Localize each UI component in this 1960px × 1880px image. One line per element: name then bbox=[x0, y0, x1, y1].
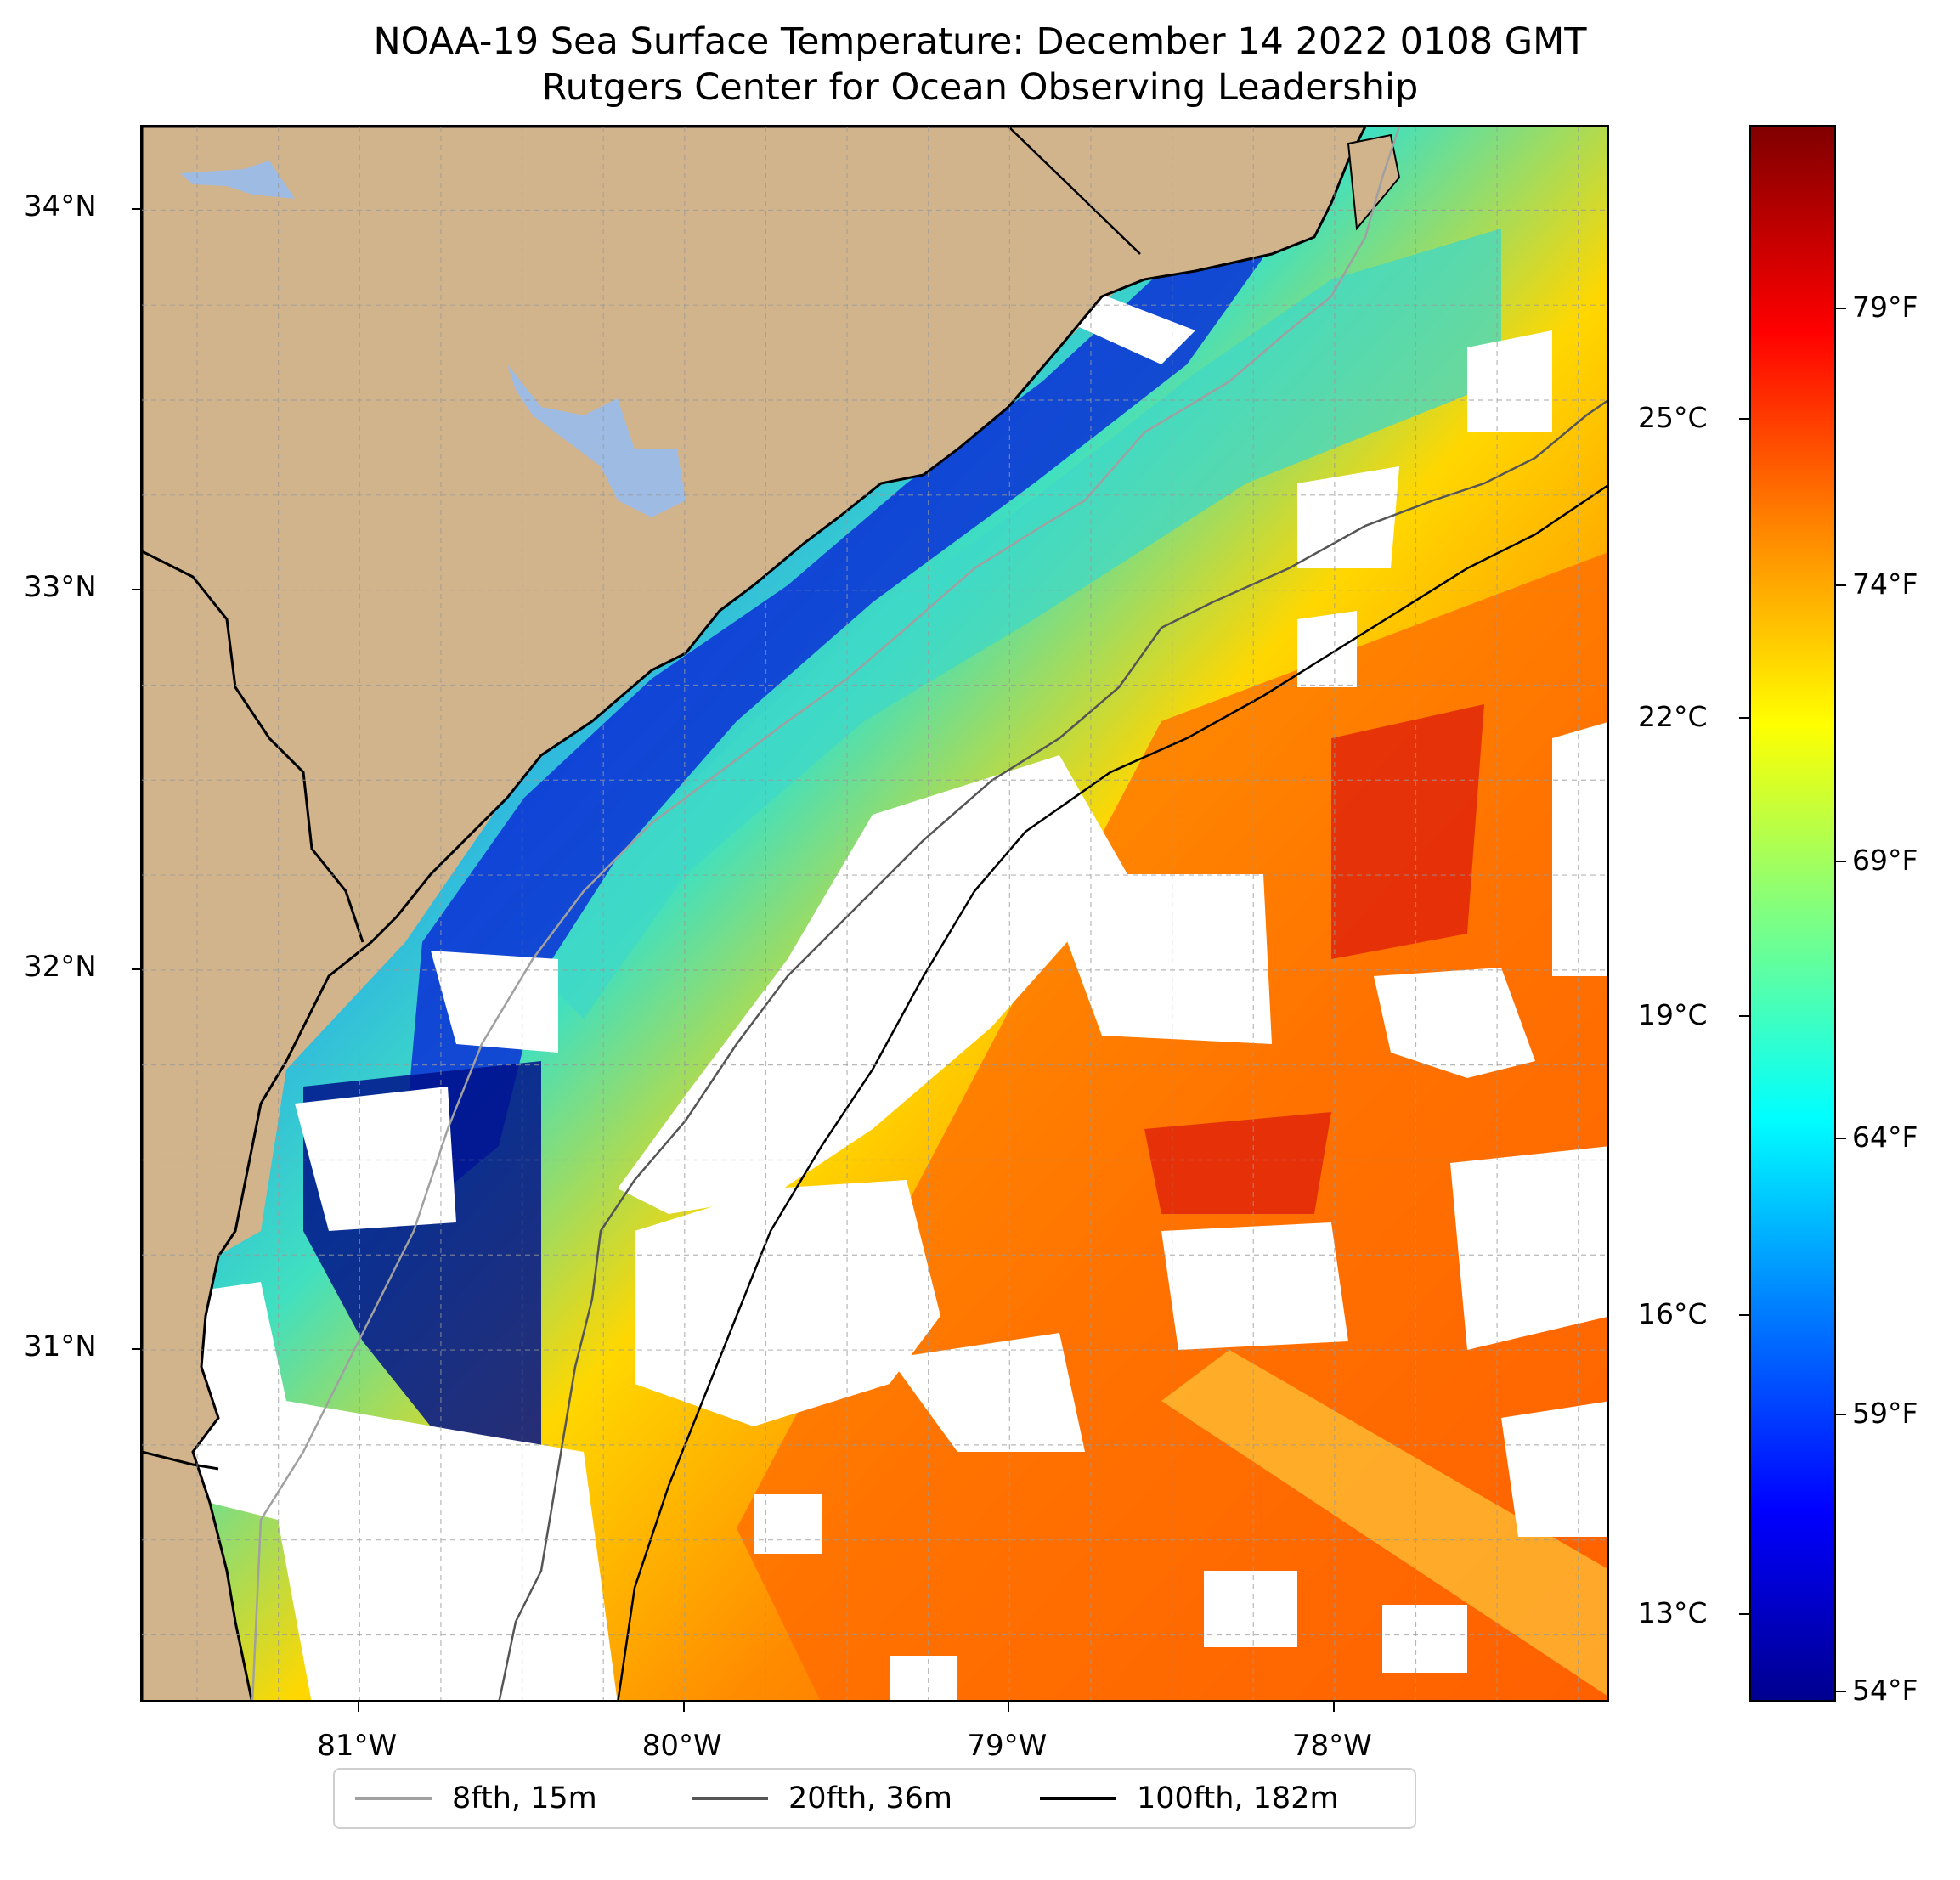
gridlines bbox=[142, 127, 1607, 1700]
longitude-label: 79°W bbox=[967, 1729, 1048, 1763]
legend-label: 8fth, 15m bbox=[452, 1781, 597, 1815]
colorbar-fahrenheit-tick bbox=[1836, 1137, 1846, 1139]
legend-item-8fth: 8fth, 15m bbox=[355, 1770, 597, 1827]
figure-title: NOAA-19 Sea Surface Temperature: Decembe… bbox=[0, 19, 1960, 110]
legend-label: 20fth, 36m bbox=[788, 1781, 953, 1815]
latitude-label: 31°N bbox=[24, 1330, 97, 1364]
cloud-mask bbox=[142, 288, 1607, 1700]
barrier-islands bbox=[1347, 133, 1401, 231]
latitude-label: 34°N bbox=[24, 189, 97, 224]
land-mass bbox=[142, 127, 1367, 1700]
colorbar-celsius-label: 13°C bbox=[1638, 1595, 1708, 1629]
isobath-100fth bbox=[617, 484, 1607, 1700]
colorbar-fahrenheit-label: 69°F bbox=[1852, 844, 1918, 878]
colorbar bbox=[1749, 125, 1836, 1702]
latitude-tick bbox=[132, 588, 140, 590]
coastal-cyan-band bbox=[541, 229, 1501, 1019]
colorbar-fahrenheit-tick bbox=[1836, 307, 1846, 309]
isobath-20fth bbox=[498, 399, 1607, 1700]
colorbar-celsius-label: 22°C bbox=[1638, 699, 1708, 733]
latitude-tick bbox=[132, 208, 140, 211]
colorbar-fahrenheit-label: 64°F bbox=[1852, 1120, 1918, 1154]
state-border-ga-fl bbox=[142, 1450, 219, 1471]
colorbar-celsius-tick bbox=[1739, 418, 1749, 421]
colorbar-celsius-label: 25°C bbox=[1638, 401, 1708, 435]
title-line-1: NOAA-19 Sea Surface Temperature: Decembe… bbox=[373, 20, 1587, 63]
latitude-tick bbox=[132, 1348, 140, 1351]
longitude-tick bbox=[682, 1702, 685, 1712]
colorbar-celsius-tick bbox=[1739, 1015, 1749, 1018]
lakes bbox=[180, 161, 686, 517]
colorbar-celsius-tick bbox=[1739, 1314, 1749, 1317]
legend-item-100fth: 100fth, 182m bbox=[1040, 1770, 1339, 1827]
hot-core-2 bbox=[1144, 1112, 1331, 1214]
longitude-tick bbox=[358, 1702, 360, 1712]
colorbar-fahrenheit-tick bbox=[1836, 861, 1846, 863]
colorbar-celsius-label: 16°C bbox=[1638, 1297, 1708, 1331]
isobath-legend: 8fth, 15m 20fth, 36m 100fth, 182m bbox=[333, 1768, 1416, 1829]
colorbar-celsius-tick bbox=[1739, 1612, 1749, 1615]
legend-swatch bbox=[1040, 1797, 1116, 1800]
state-border-sc-ga bbox=[142, 550, 364, 943]
legend-swatch bbox=[355, 1797, 432, 1800]
colorbar-fahrenheit-label: 54°F bbox=[1852, 1673, 1918, 1707]
latitude-label: 33°N bbox=[24, 569, 97, 604]
yellow-streak bbox=[1161, 1350, 1607, 1697]
colorbar-fahrenheit-label: 59°F bbox=[1852, 1397, 1918, 1431]
legend-item-20fth: 20fth, 36m bbox=[692, 1770, 952, 1827]
colorbar-fahrenheit-label: 74°F bbox=[1852, 567, 1918, 601]
colorbar-celsius-label: 19°C bbox=[1638, 998, 1708, 1032]
title-line-2: Rutgers Center for Ocean Observing Leade… bbox=[541, 66, 1419, 109]
longitude-label: 81°W bbox=[317, 1729, 398, 1763]
legend-label: 100fth, 182m bbox=[1137, 1781, 1339, 1815]
map-canvas bbox=[142, 127, 1607, 1700]
longitude-tick bbox=[1332, 1702, 1335, 1712]
colorbar-fahrenheit-tick bbox=[1836, 1414, 1846, 1416]
colorbar-fahrenheit-tick bbox=[1836, 584, 1846, 586]
longitude-label: 80°W bbox=[641, 1729, 722, 1763]
longitude-tick bbox=[1008, 1702, 1010, 1712]
colorbar-fahrenheit-tick bbox=[1836, 1690, 1846, 1692]
sst-map bbox=[140, 125, 1609, 1702]
latitude-label: 32°N bbox=[24, 949, 97, 984]
hot-core-1 bbox=[1331, 704, 1484, 959]
state-border-nc-sc bbox=[1008, 127, 1141, 255]
colorbar-fahrenheit-label: 79°F bbox=[1852, 290, 1918, 324]
longitude-label: 78°W bbox=[1291, 1729, 1372, 1763]
latitude-tick bbox=[132, 968, 140, 970]
legend-swatch bbox=[692, 1797, 768, 1800]
colorbar-celsius-tick bbox=[1739, 716, 1749, 719]
isobath-8fth bbox=[251, 127, 1401, 1700]
